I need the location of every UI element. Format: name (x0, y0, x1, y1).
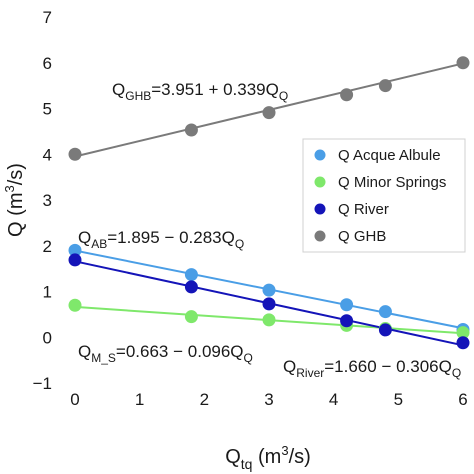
data-point (262, 283, 276, 297)
data-point (340, 314, 354, 328)
data-point (262, 297, 276, 311)
x-tick-label: 6 (458, 390, 467, 409)
axes: 0 1 2 3 4 5 6 −1 0 1 2 3 4 5 6 7 Qtq (m3/s) Q (m3/s) (2, 8, 468, 472)
data-point (184, 310, 198, 324)
y-tick-label: 3 (43, 191, 52, 210)
data-point (456, 326, 470, 340)
data-point (340, 298, 354, 312)
data-point (378, 305, 392, 319)
y-tick-label: 7 (43, 8, 52, 27)
y-tick-label: −1 (33, 374, 52, 393)
legend-label: Q Minor Springs (338, 174, 446, 191)
x-axis-label: Qtq (m3/s) (225, 443, 311, 472)
y-tick-label: 0 (43, 328, 52, 347)
y-tick-label: 5 (43, 100, 52, 119)
y-axis-label: Q (m3/s) (2, 163, 27, 237)
data-point (68, 298, 82, 312)
x-tick-label: 1 (135, 390, 144, 409)
equation-label: QAB=1.895 − 0.283QQ (78, 228, 244, 251)
legend-label: Q GHB (338, 228, 386, 245)
data-point (262, 106, 276, 120)
legend-marker (314, 149, 326, 161)
legend-marker (314, 230, 326, 242)
equation-label: QRiver=1.660 − 0.306QQ (283, 357, 461, 380)
data-point (184, 123, 198, 137)
data-point (456, 56, 470, 70)
data-point (68, 253, 82, 267)
data-point (378, 323, 392, 337)
legend-marker (314, 176, 326, 188)
x-tick-label: 3 (264, 390, 273, 409)
x-tick-label: 4 (329, 390, 338, 409)
data-point (184, 280, 198, 294)
y-tick-label: 2 (43, 237, 52, 256)
legend-label: Q River (338, 201, 389, 218)
data-point (184, 268, 198, 282)
data-point (68, 147, 82, 161)
x-tick-label: 5 (394, 390, 403, 409)
y-tick-label: 4 (43, 145, 52, 164)
data-point (340, 88, 354, 102)
data-point (378, 79, 392, 93)
equation-labels: QAB=1.895 − 0.283QQ QM_S=0.663 − 0.096QQ Q… (78, 80, 461, 380)
data-point (68, 243, 82, 257)
y-tick-label: 6 (43, 54, 52, 73)
x-tick-label: 0 (70, 390, 79, 409)
data-point (262, 313, 276, 327)
x-tick-label: 2 (200, 390, 209, 409)
legend-label: Q Acque Albule (338, 147, 441, 164)
equation-label: QGHB=3.951 + 0.339QQ (112, 80, 288, 103)
legend: Q Acque Albule Q Minor Springs Q River Q GH… (302, 138, 466, 253)
legend-marker (314, 203, 326, 215)
plot-area (68, 56, 470, 350)
y-tick-label: 1 (43, 283, 52, 302)
legend-box (302, 138, 466, 253)
equation-label: QM_S=0.663 − 0.096QQ (78, 342, 253, 365)
data-point (456, 336, 470, 350)
